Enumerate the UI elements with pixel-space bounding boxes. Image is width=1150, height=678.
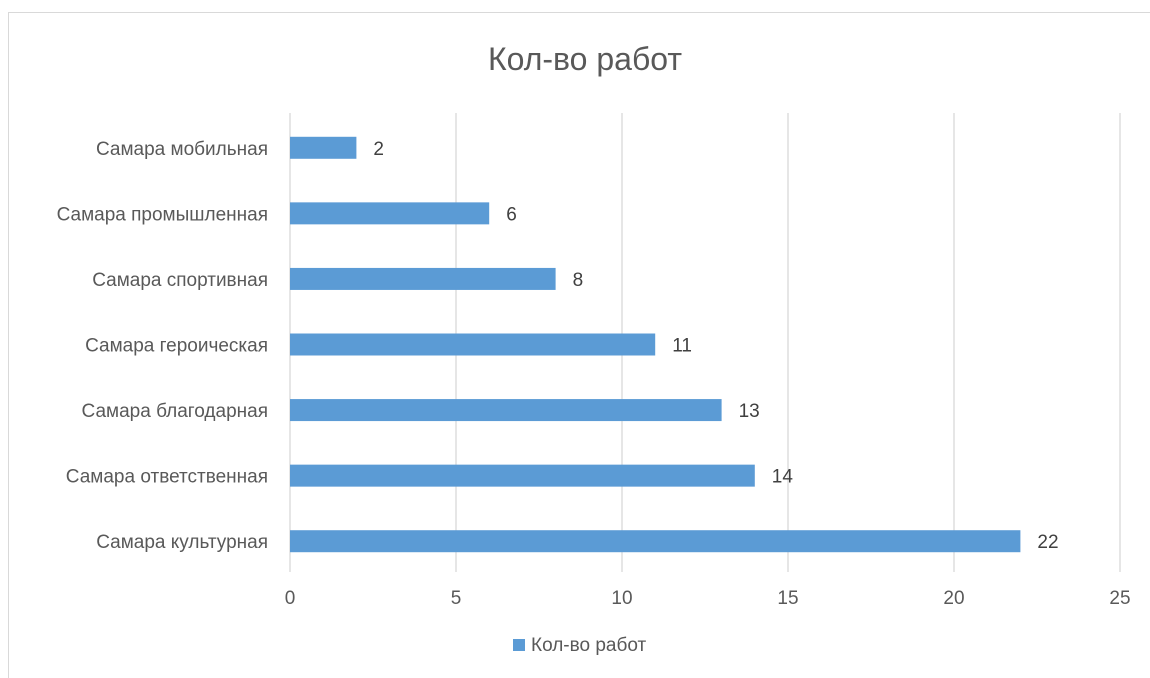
data-label: 6: [506, 204, 517, 225]
legend: Кол-во работ: [513, 635, 647, 656]
category-label: Самара промышленная: [57, 204, 268, 225]
x-tick-label: 10: [611, 588, 632, 609]
bar: [290, 202, 490, 225]
category-label: Самара мобильная: [96, 139, 268, 160]
category-labels: Самара мобильная Самара промышленная Самар…: [57, 139, 268, 553]
data-label: 11: [672, 336, 692, 357]
bar: [290, 530, 1021, 553]
legend-label: Кол-во работ: [531, 635, 647, 656]
bar: [290, 399, 722, 422]
data-label: 2: [373, 139, 384, 160]
data-labels: 2 6 8 11 13 14 22: [373, 139, 1058, 553]
data-label: 22: [1037, 532, 1058, 553]
data-label: 8: [573, 270, 584, 291]
category-label: Самара героическая: [85, 336, 268, 357]
data-label: 14: [772, 467, 794, 488]
legend-swatch: [513, 639, 525, 651]
category-label: Самара благодарная: [82, 401, 268, 422]
x-tick-label: 5: [451, 588, 462, 609]
data-label: 13: [739, 401, 760, 422]
x-axis-ticks: 0 5 10 15 20 25: [285, 588, 1131, 609]
category-label: Самара спортивная: [92, 270, 268, 291]
bars: [290, 136, 1021, 553]
chart-title: Кол-во работ: [488, 41, 682, 77]
bar: [290, 136, 357, 159]
bar: [290, 267, 556, 290]
bar: [290, 333, 656, 356]
x-tick-label: 20: [943, 588, 964, 609]
x-tick-label: 25: [1109, 588, 1130, 609]
x-tick-label: 0: [285, 588, 296, 609]
category-label: Самара культурная: [96, 532, 268, 553]
x-tick-label: 15: [777, 588, 798, 609]
category-label: Самара ответственная: [66, 467, 268, 488]
bar: [290, 464, 755, 487]
